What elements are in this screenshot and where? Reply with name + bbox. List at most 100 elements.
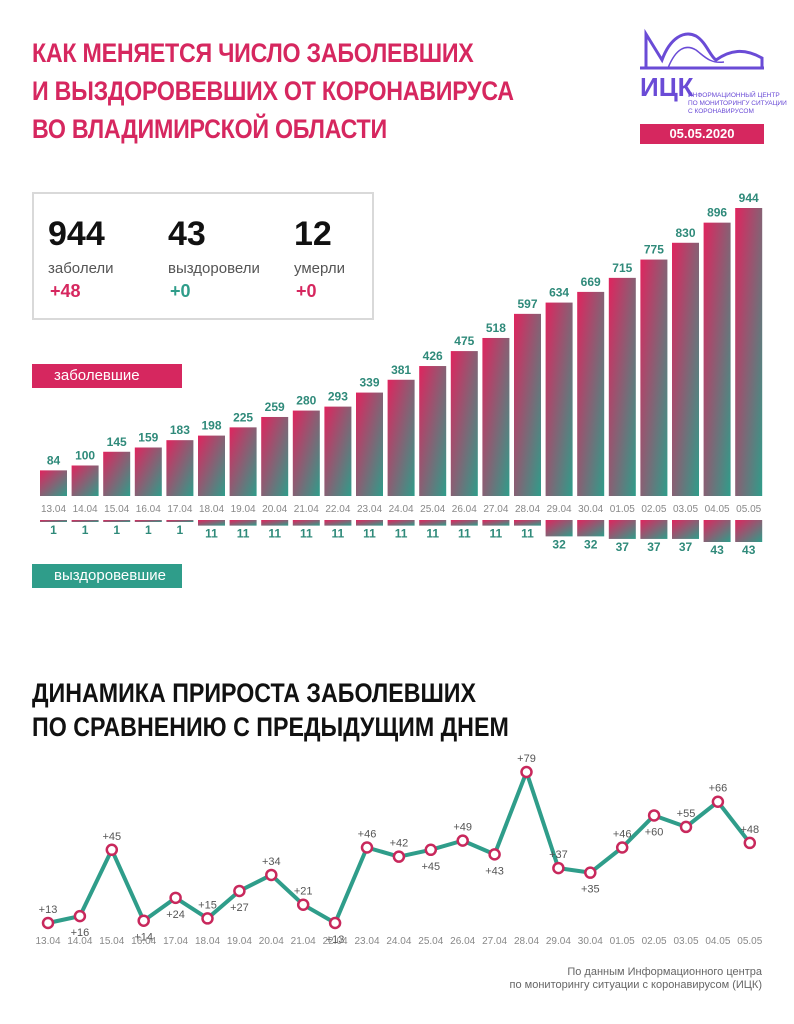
- recovered-bar: [387, 520, 415, 526]
- date-tick-label: 30.04: [578, 504, 603, 515]
- growth-value-label: +35: [581, 884, 600, 896]
- recovered-bar: [356, 520, 383, 526]
- legend-recovered-tag: выздоровевшие: [32, 564, 182, 588]
- stat-label: умерли: [294, 260, 345, 277]
- subtitle-line: ДИНАМИКА ПРИРОСТА ЗАБОЛЕВШИХ: [32, 678, 476, 708]
- date-tick-label: 26.04: [450, 936, 475, 947]
- date-tick-label: 24.04: [386, 936, 411, 947]
- infected-bar-label: 896: [707, 206, 727, 220]
- infected-bar: [166, 440, 194, 496]
- infected-bar-label: 426: [423, 349, 443, 363]
- infected-bar: [482, 337, 510, 496]
- stat-label: выздоровели: [168, 260, 260, 277]
- date-tick-label: 01.05: [610, 936, 635, 947]
- growth-value-label: +13: [326, 934, 345, 946]
- date-tick-label: 05.05: [736, 504, 761, 515]
- date-tick-label: 16.04: [131, 936, 156, 947]
- growth-value-label: +46: [613, 829, 632, 841]
- stat-value: 43: [168, 215, 206, 253]
- infected-bar: [71, 465, 99, 496]
- recovered-bar-label: 11: [363, 527, 376, 541]
- recovered-bar: [735, 520, 763, 542]
- cases-bar-chart: 8413.04110014.04114515.04115916.04118317…: [40, 191, 763, 557]
- growth-point: [584, 866, 597, 879]
- growth-point: [201, 912, 214, 925]
- date-tick-label: 19.04: [227, 936, 252, 947]
- infected-bar: [103, 451, 131, 496]
- growth-point: [424, 843, 438, 857]
- growth-point: [360, 841, 374, 854]
- recovered-bar-label: 11: [300, 527, 313, 541]
- recovered-bar-label: 11: [268, 527, 281, 541]
- date-tick-label: 24.04: [389, 504, 414, 515]
- infected-bar-label: 145: [107, 435, 127, 449]
- date-tick-label: 19.04: [231, 504, 256, 515]
- recovered-bar: [229, 520, 257, 526]
- infected-bar-label: 293: [328, 390, 348, 404]
- growth-point: [137, 914, 150, 927]
- infected-bar: [134, 447, 162, 496]
- infected-bar-label: 198: [201, 419, 221, 433]
- growth-value-label: +45: [421, 861, 440, 873]
- infected-bar-label: 669: [581, 275, 601, 289]
- infected-bar-label: 100: [75, 448, 95, 462]
- date-tick-label: 18.04: [199, 504, 224, 515]
- recovered-bar-label: 11: [458, 527, 471, 541]
- recovered-bar-label: 32: [584, 537, 598, 551]
- infected-bar: [292, 410, 320, 496]
- stat-delta: +0: [170, 281, 191, 301]
- infected-bar-label: 775: [644, 243, 664, 257]
- recovered-bar-label: 11: [426, 527, 439, 541]
- infected-bar-label: 339: [359, 376, 379, 390]
- date-tick-label: 21.04: [294, 504, 319, 515]
- date-tick-label: 22.04: [323, 936, 348, 947]
- growth-value-label: +13: [39, 904, 58, 916]
- growth-value-label: +14: [134, 932, 153, 944]
- infected-bar-label: 944: [739, 191, 759, 205]
- growth-value-label: +46: [358, 829, 377, 841]
- stat-label: заболели: [48, 260, 114, 277]
- growth-point: [265, 868, 278, 882]
- logo-caption-line: ИНФОРМАЦИОННЫЙ ЦЕНТР: [688, 92, 780, 99]
- recovered-bar-label: 11: [237, 527, 250, 541]
- growth-value-label: +79: [517, 753, 536, 765]
- stat-infected: 944 заболели +48: [48, 216, 114, 302]
- growth-value-label: +27: [230, 902, 249, 914]
- recovered-bar: [292, 520, 320, 526]
- growth-point: [456, 834, 469, 847]
- recovered-bar-label: 11: [395, 527, 408, 541]
- logo-caption: ИНФОРМАЦИОННЫЙ ЦЕНТР ПО МОНИТОРИНГУ СИТУ…: [688, 92, 787, 116]
- growth-value-label: +55: [677, 808, 696, 820]
- growth-point: [615, 841, 629, 854]
- recovered-bar: [450, 520, 478, 526]
- date-tick-label: 27.04: [482, 936, 507, 947]
- growth-value-label: +43: [485, 865, 504, 877]
- recovered-bar-label: 1: [145, 523, 152, 537]
- date-tick-label: 23.04: [354, 936, 379, 947]
- growth-point: [73, 909, 87, 923]
- date-tick-label: 13.04: [35, 936, 60, 947]
- growth-value-label: +15: [198, 899, 217, 911]
- infected-bar: [324, 406, 352, 496]
- infected-bar-label: 475: [454, 334, 474, 348]
- infected-bar-label: 225: [233, 410, 253, 424]
- growth-point: [520, 765, 533, 779]
- growth-point: [169, 891, 182, 905]
- subtitle-line: ПО СРАВНЕНИЮ С ПРЕДЫДУЩИМ ДНЕМ: [32, 712, 509, 742]
- infected-bar-label: 634: [549, 286, 569, 300]
- date-tick-label: 17.04: [163, 936, 188, 947]
- growth-point: [296, 898, 310, 911]
- date-tick-label: 03.05: [673, 504, 698, 515]
- infected-bar-label: 183: [170, 423, 190, 437]
- source-line: По данным Информационного центра: [567, 966, 762, 978]
- recovered-bar-label: 1: [177, 523, 184, 537]
- growth-value-label: +24: [166, 909, 185, 921]
- report-date: 05.05.2020: [640, 124, 764, 144]
- growth-point: [679, 820, 693, 834]
- infected-bar: [577, 291, 605, 496]
- growth-point: [233, 884, 246, 898]
- recovered-bar-label: 43: [710, 543, 724, 557]
- recovered-bar-label: 37: [616, 540, 630, 554]
- date-tick-label: 05.05: [737, 936, 762, 947]
